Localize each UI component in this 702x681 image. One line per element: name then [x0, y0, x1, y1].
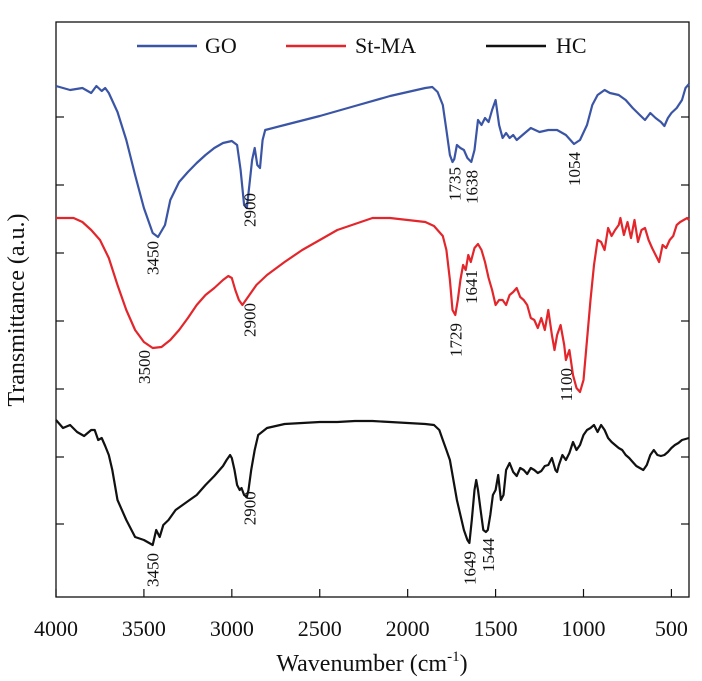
- x-tick-label: 2500: [298, 616, 342, 641]
- peak-label-st-ma: 3500: [135, 350, 154, 384]
- y-axis-ticks: [56, 116, 689, 525]
- series-line-st-ma: [56, 216, 690, 394]
- x-tick-label: 3000: [210, 616, 254, 641]
- peak-label-st-ma: 1729: [446, 323, 465, 357]
- peak-label-go: 1735: [445, 167, 464, 201]
- peak-label-hc: 3450: [144, 553, 163, 587]
- x-tick-label: 4000: [34, 616, 78, 641]
- y-axis-title: Transmittance (a.u.): [4, 213, 30, 406]
- peak-label-go: 3450: [144, 241, 163, 275]
- x-tick-label: 500: [655, 616, 688, 641]
- legend-label-st-ma: St-MA: [355, 33, 416, 58]
- x-axis-ticks: 4000 3500 3000 2500 2000 1500 1000 500: [34, 589, 688, 641]
- x-tick-label: 2000: [386, 616, 430, 641]
- legend-label-go: GO: [205, 33, 237, 58]
- legend: GO St-MA HC: [137, 33, 587, 58]
- peak-label-hc: 2900: [240, 491, 259, 525]
- peak-label-st-ma: 1641: [462, 270, 481, 304]
- x-axis-title-sup: -1: [447, 649, 460, 665]
- peak-label-st-ma: 2900: [240, 303, 259, 337]
- plot-frame: [55, 21, 690, 598]
- x-tick-label: 1000: [562, 616, 606, 641]
- peak-label-st-ma: 1100: [557, 368, 576, 401]
- peak-label-hc: 1649: [460, 551, 479, 585]
- series-line-go: [55, 83, 690, 239]
- x-axis-title: Wavenumber (cm-1): [276, 649, 467, 677]
- peak-label-go: 2900: [240, 193, 259, 227]
- series-line-hc: [55, 419, 690, 547]
- peak-label-go: 1638: [462, 170, 481, 204]
- legend-label-hc: HC: [556, 33, 587, 58]
- x-axis-title-end: ): [460, 651, 468, 677]
- peak-label-hc: 1544: [479, 538, 498, 573]
- x-axis-title-main: Wavenumber (cm: [276, 651, 447, 677]
- peak-label-go: 1054: [565, 152, 584, 187]
- series-layer: [55, 83, 690, 547]
- x-tick-label: 3500: [122, 616, 166, 641]
- x-tick-label: 1500: [474, 616, 518, 641]
